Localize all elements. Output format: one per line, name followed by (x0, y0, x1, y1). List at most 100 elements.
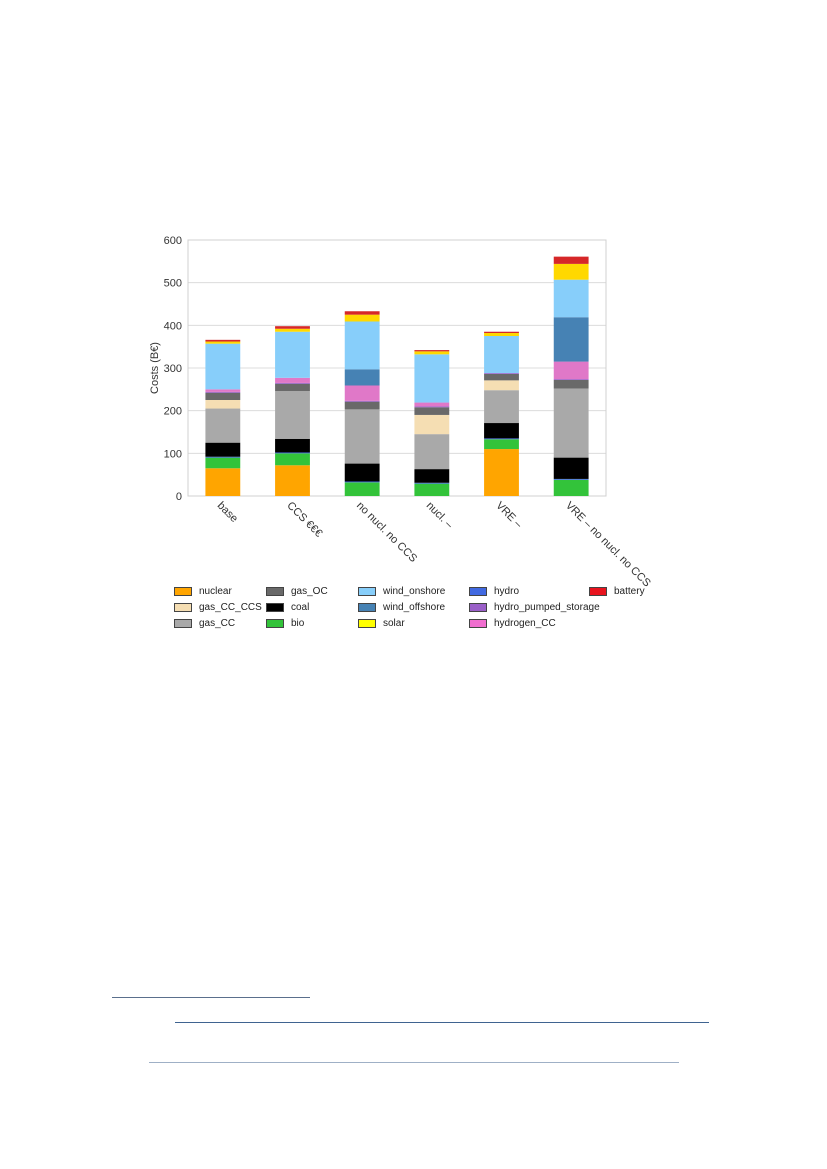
bar-segment-coal (344, 463, 380, 482)
bar-segment-coal (414, 469, 450, 483)
bar-segment-gas-CC (344, 409, 380, 464)
legend-swatch (358, 619, 376, 628)
bar-segment-gas-OC (553, 379, 589, 389)
legend-swatch (469, 587, 487, 596)
bar-segment-nuclear (205, 468, 241, 496)
bar-segment-hydro (484, 438, 519, 440)
plot-frame (187, 239, 607, 497)
bar-segment-gas-OC (275, 383, 310, 392)
grid-lines (188, 239, 606, 497)
legend-swatch (174, 619, 192, 628)
legend-swatch (358, 603, 376, 612)
legend-swatch (266, 587, 284, 596)
legend-item-bio: bio (266, 616, 358, 631)
bar-segment-hydrogen-CC (553, 361, 589, 380)
bar-segment-solar (414, 351, 450, 355)
legend-item-gas-CC-CCS: gas_CC_CCS (174, 600, 266, 615)
legend-item-nuclear: nuclear (174, 584, 266, 599)
bar-segment-nuclear (275, 465, 310, 496)
bar-segment-battery (553, 256, 589, 264)
bar-segment-hydro (344, 481, 380, 483)
legend-item-coal: coal (266, 600, 358, 615)
bar-segment-bio (484, 439, 519, 450)
bar-segment-battery (275, 326, 310, 329)
bar-segment-wind-onshore (275, 331, 310, 378)
bar-segment-gas-CC (553, 388, 589, 458)
bar-segment-gas-OC (414, 407, 450, 415)
bar-segment-battery (344, 311, 380, 315)
y-tick-label: 0 (176, 491, 182, 503)
legend-label: wind_onshore (383, 586, 446, 597)
legend-item-solar: solar (358, 616, 469, 631)
bar-segment-hydrogen-CC (414, 402, 450, 407)
bar-segment-gas-CC-CCS (484, 380, 519, 391)
bar-segment-hydrogen-CC (275, 377, 310, 383)
bar-segment-hydro (553, 478, 589, 480)
bar-segment-bio (205, 457, 241, 469)
bar-segment-hydro-pumped-storage (553, 379, 589, 380)
bar-segment-hydro-pumped-storage (484, 373, 519, 374)
bar-segment-hydro-pumped-storage (275, 382, 310, 384)
y-tick-label: 500 (164, 278, 182, 290)
bar-segment-hydro (205, 456, 241, 458)
bar-segment-gas-CC (414, 434, 450, 470)
bar-segment-hydro-pumped-storage (414, 406, 450, 408)
x-tick-label: VRE – (493, 500, 525, 532)
legend-label: battery (614, 586, 645, 597)
bar-segment-gas-CC (205, 408, 241, 443)
legend-item-gas-OC: gas_OC (266, 584, 358, 599)
legend-swatch (589, 587, 607, 596)
legend-label: solar (383, 618, 405, 629)
legend-label: gas_CC (199, 618, 236, 629)
bar-segment-hydro (275, 452, 310, 454)
legend-label: hydro (494, 586, 520, 597)
bar-segment-coal (205, 442, 241, 457)
y-tick-label: 100 (164, 448, 182, 460)
bar-segment-gas-CC (275, 391, 310, 439)
legend-label: bio (291, 618, 305, 629)
legend-swatch (266, 619, 284, 628)
bar-segment-wind-onshore (205, 343, 241, 390)
bar-segment-wind-offshore (553, 317, 589, 362)
legend-swatch (174, 603, 192, 612)
legend-label: wind_offshore (383, 602, 446, 613)
legend-swatch (469, 603, 487, 612)
bar-segment-solar (205, 341, 241, 344)
legend-swatch (469, 619, 487, 628)
bar-segment-gas-CC-CCS (414, 414, 450, 435)
bar-segment-hydro-pumped-storage (205, 391, 241, 393)
bar-segment-hydrogen-CC (205, 389, 241, 392)
legend-label: coal (291, 602, 310, 613)
bars (205, 256, 589, 496)
legend-item-wind-offshore: wind_offshore (358, 600, 469, 615)
legend-label: gas_CC_CCS (199, 602, 262, 613)
bar-segment-coal (553, 457, 589, 479)
bar-segment-wind-onshore (344, 321, 380, 370)
bar-segment-gas-OC (484, 373, 519, 381)
bar-segment-bio (553, 479, 589, 496)
bar-segment-hydrogen-CC (344, 385, 380, 401)
y-axis-label: Costs (B€) (149, 342, 161, 394)
bar-segment-gas-OC (344, 401, 380, 410)
bar-segment-coal (484, 423, 519, 439)
bar-segment-wind-onshore (414, 354, 450, 403)
axes (187, 239, 607, 497)
x-tick-label: no nucl. no CCS (354, 500, 419, 565)
footnote-link-underline (149, 1062, 679, 1063)
x-tick-label: CCS €€€ (284, 500, 324, 540)
legend-label: hydrogen_CC (494, 618, 556, 629)
bar-segment-bio (414, 483, 450, 496)
bar-segment-wind-onshore (553, 279, 589, 318)
legend-item-hydro: hydro (469, 584, 589, 599)
y-tick-label: 200 (164, 406, 182, 418)
legend-item-wind-onshore: wind_onshore (358, 584, 469, 599)
bar-segment-battery (484, 331, 519, 334)
bar-segment-solar (484, 333, 519, 336)
bar-segment-gas-CC (484, 390, 519, 424)
legend-label: hydro_pumped_storage (494, 602, 600, 613)
bar-segment-coal (275, 438, 310, 453)
footnote-separator (112, 997, 310, 998)
y-tick-label: 600 (164, 235, 182, 247)
bar-segment-solar (344, 314, 380, 322)
